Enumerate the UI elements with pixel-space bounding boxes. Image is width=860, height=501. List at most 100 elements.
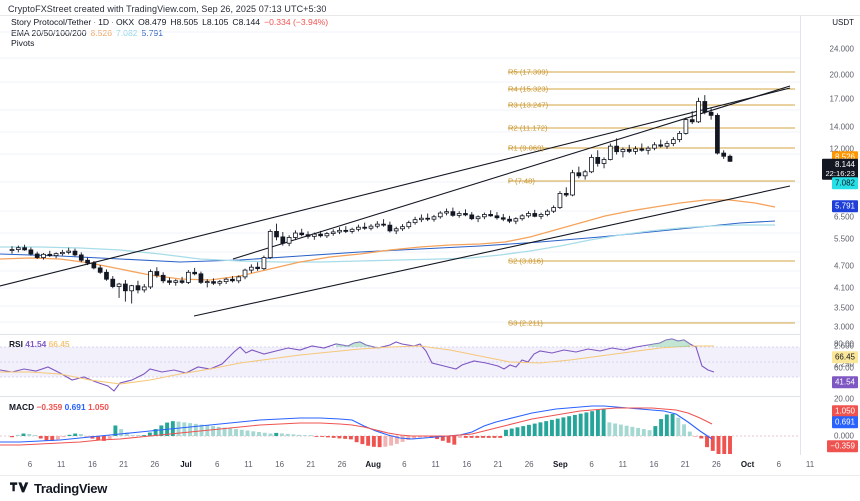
candle-body (708, 111, 714, 116)
candle-body (330, 231, 336, 234)
macd-hist-bar (354, 436, 359, 443)
time-axis[interactable]: 6 11 16 21 26 Jul 6 11 16 21 26 Aug 6 11 16 21 26 Sep 6 11 1… (0, 455, 860, 475)
pane-divider-1 (0, 334, 860, 335)
legend-pivots-title[interactable]: Pivots (11, 38, 35, 49)
rsi-overbought-fill-1 (336, 342, 378, 348)
pane-divider-2 (0, 396, 860, 397)
macd-hist-bar (159, 425, 164, 436)
candle-body (362, 226, 368, 229)
candle-body (607, 145, 613, 160)
candle-body (34, 253, 40, 258)
macd-hist-bar (153, 429, 158, 436)
time-tick: 16 (87, 460, 97, 469)
macd-hist-bar (504, 429, 508, 436)
macd-title[interactable]: MACD −0.359 0.691 1.050 (9, 402, 109, 412)
macd-hist-bar (56, 436, 60, 440)
candle-body (349, 228, 355, 232)
macd-hist-bar (285, 433, 290, 436)
macd-pane[interactable] (0, 398, 800, 454)
legend-symbol[interactable]: Story Protocol/Tether (11, 17, 92, 27)
price-tick: 4.100 (833, 283, 854, 293)
macd-hist-bar (10, 436, 14, 438)
macd-hist-bar (84, 436, 89, 437)
macd-hist-bar (188, 423, 193, 436)
macd-hist-bar (348, 436, 353, 440)
macd-signal-badge: 1.050 (831, 405, 858, 417)
candle-body (236, 276, 242, 282)
macd-hist-bar (446, 436, 451, 443)
macd-chart-svg (0, 405, 800, 454)
candle-body (494, 215, 500, 219)
macd-hist-bar (710, 436, 715, 451)
ema50-line (0, 199, 776, 281)
legend-interval[interactable]: 1D (98, 17, 110, 27)
candle-body (513, 218, 519, 222)
price-tick: 3.000 (833, 322, 854, 332)
macd-hist-bar (343, 436, 348, 439)
macd-hist-bar (193, 423, 198, 436)
legend-ema-title[interactable]: EMA 20/50/100/200 (11, 27, 87, 38)
legend-low: L8.105 (202, 17, 229, 27)
macd-hist-bar (687, 431, 692, 436)
rsi-ma-value: 66.45 (48, 339, 70, 349)
macd-hist-bar (532, 423, 537, 436)
time-tick: 11 (618, 460, 627, 469)
macd-hist-bar (659, 419, 664, 436)
price-pane[interactable]: R5 (17.399) R4 (15.323) R3 (13.247) R2 (11.… (0, 16, 800, 333)
trendline-lower (193, 185, 791, 317)
rsi-title[interactable]: RSI 41.54 66.45 (9, 339, 70, 349)
candle-body (425, 217, 431, 220)
macd-hist-bar (601, 408, 606, 436)
macd-hist-bar (96, 436, 101, 441)
macd-hist-bar (234, 429, 238, 436)
macd-hist-bar (440, 436, 445, 441)
candle-body (204, 281, 210, 284)
macd-hist-bar (481, 436, 485, 438)
ema200-line (0, 220, 776, 263)
candle-body (488, 214, 494, 217)
candle-body (135, 285, 141, 291)
candle-body (620, 149, 626, 153)
macd-hist-bar (44, 436, 49, 441)
time-tick: 16 (275, 460, 285, 469)
candle-body (261, 257, 267, 270)
macd-hist-bar (113, 425, 118, 436)
price-tick: 12.000 (829, 144, 854, 154)
candle-body (185, 271, 191, 283)
tradingview-logo[interactable]: TradingView (10, 481, 107, 496)
candle-body (47, 253, 53, 257)
ema50-price-badge: 7.082 (831, 177, 858, 189)
price-axis[interactable]: USDT 24.00020.00017.00014.00012.00010.50… (800, 16, 860, 455)
macd-hist-bar (50, 436, 55, 441)
rsi-pane[interactable] (0, 336, 800, 396)
candle-body (230, 278, 235, 282)
macd-hist-bar (607, 422, 612, 436)
macd-hist-bar (33, 435, 37, 436)
macd-hist-bar (136, 435, 141, 436)
macd-hist-bar (676, 417, 681, 436)
candle-body (60, 251, 65, 255)
candle-body (393, 228, 399, 232)
candle-body (639, 148, 645, 151)
macd-hist-bar (268, 433, 273, 436)
macd-hist-bar (383, 436, 388, 447)
candle-body (41, 253, 46, 258)
macd-hist-bar (647, 430, 652, 436)
macd-hist-bar (527, 424, 531, 436)
candle-body (129, 285, 135, 292)
candle-body (53, 253, 59, 257)
pivot-label-s3: S3 (2.211) (508, 318, 543, 328)
macd-hist-bar (101, 436, 106, 441)
macd-hist-bar (107, 436, 112, 440)
candle-body (576, 172, 582, 177)
rsi-ma-badge: 66.45 (831, 351, 858, 363)
legend-close: C8.144 (232, 17, 261, 27)
tradingview-mark-icon (10, 482, 29, 493)
candle-body (633, 148, 638, 152)
price-tick: 24.000 (829, 44, 854, 54)
candle-body (280, 236, 286, 244)
time-tick: 6 (589, 460, 594, 469)
macd-hist-bar (67, 434, 72, 436)
time-tick: Oct (740, 460, 755, 469)
macd-hist-bar (377, 436, 382, 448)
